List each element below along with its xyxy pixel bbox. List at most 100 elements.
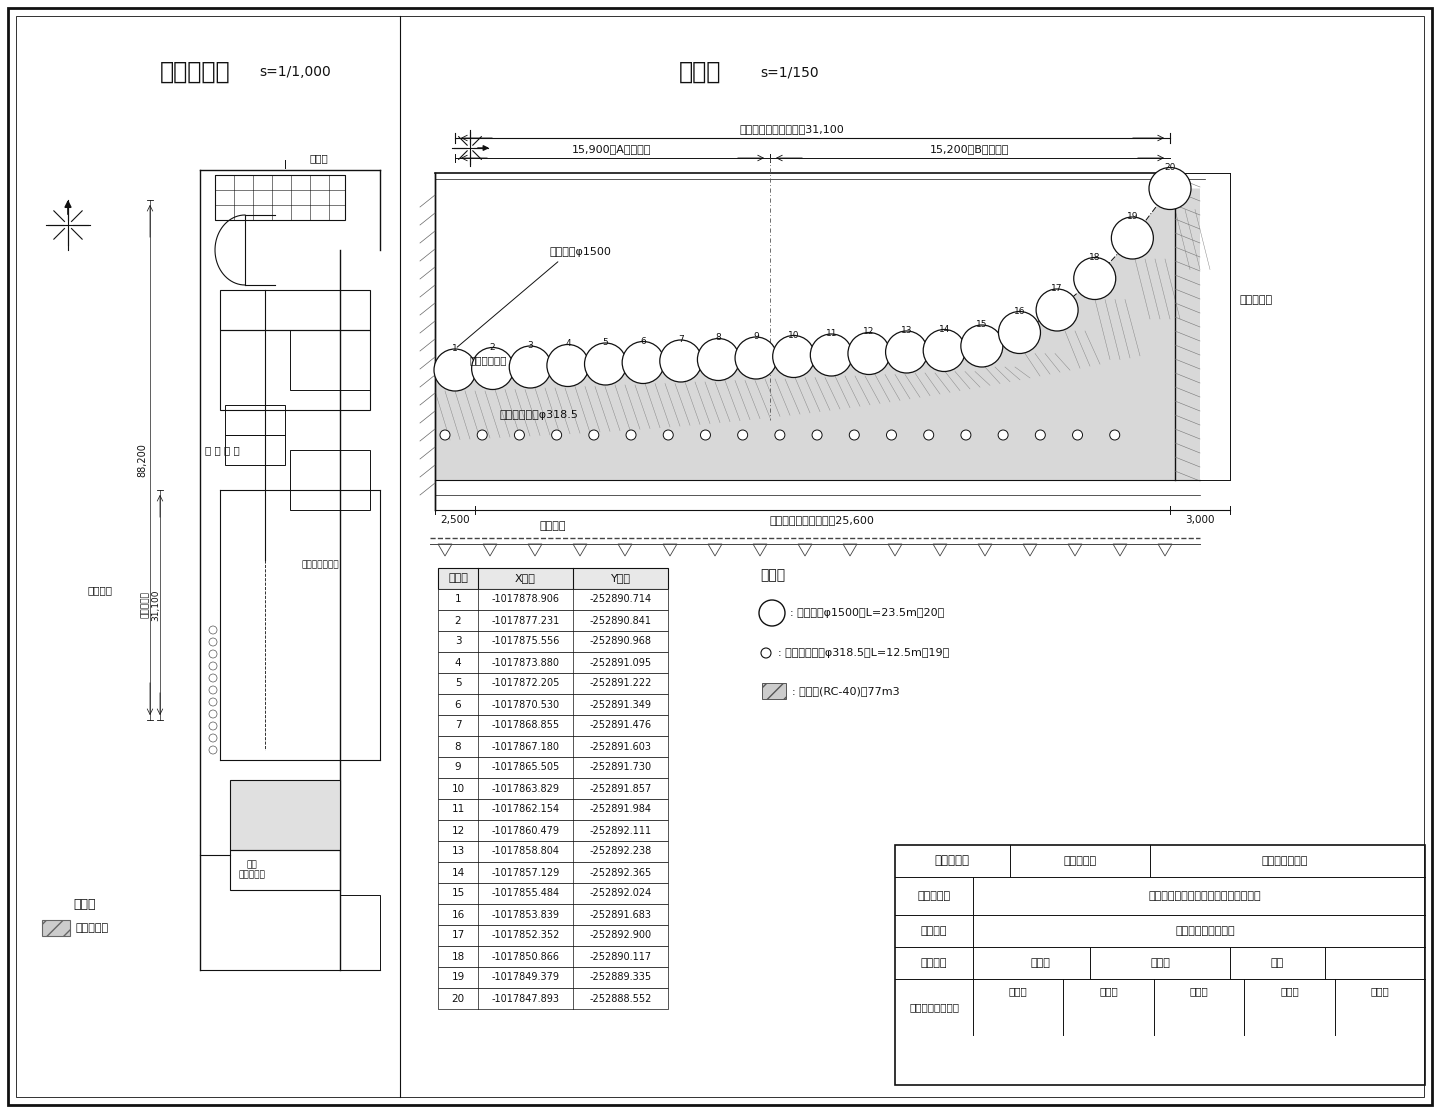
Text: 平面図: 平面図 — [678, 60, 721, 83]
Text: -1017865.505: -1017865.505 — [491, 762, 560, 772]
Bar — [438, 883, 668, 904]
Polygon shape — [888, 544, 901, 556]
Text: 11: 11 — [825, 329, 837, 338]
Text: -252891.730: -252891.730 — [589, 762, 651, 772]
Polygon shape — [573, 544, 588, 556]
Circle shape — [209, 722, 217, 730]
Text: -252892.365: -252892.365 — [589, 867, 652, 877]
Circle shape — [700, 430, 710, 440]
Text: X座標: X座標 — [516, 573, 536, 583]
Bar — [230, 850, 340, 890]
Text: 15,200（B断面部）: 15,200（B断面部） — [930, 144, 1009, 154]
Text: 8: 8 — [455, 741, 461, 751]
Polygon shape — [842, 544, 857, 556]
Text: 凡　例: 凡 例 — [73, 898, 96, 912]
Text: 担当課・所: 担当課・所 — [1063, 856, 1097, 866]
Text: 9: 9 — [455, 762, 461, 772]
Text: -252889.335: -252889.335 — [589, 973, 651, 983]
Text: 縮　尺: 縮 尺 — [1151, 958, 1169, 968]
Text: -252891.476: -252891.476 — [589, 720, 651, 730]
Bar — [438, 652, 668, 673]
Text: 裏込工（裏込材投入）25,600: 裏込工（裏込材投入）25,600 — [769, 515, 874, 525]
Text: 小口径鋼管　φ318.5: 小口径鋼管 φ318.5 — [500, 410, 579, 420]
Text: -252890.968: -252890.968 — [589, 637, 651, 647]
Bar — [225, 435, 285, 465]
Text: 捨石
（施工済）: 捨石 （施工済） — [239, 860, 265, 879]
Text: 一般平面図: 一般平面図 — [160, 60, 230, 83]
Text: -252890.841: -252890.841 — [589, 615, 651, 626]
Text: 19: 19 — [451, 973, 465, 983]
Bar — [438, 925, 668, 946]
Text: -1017860.479: -1017860.479 — [491, 826, 560, 836]
Circle shape — [433, 349, 477, 391]
Bar — [438, 695, 668, 715]
Bar — [225, 405, 285, 435]
Text: -252892.111: -252892.111 — [589, 826, 651, 836]
Text: -1017853.839: -1017853.839 — [491, 909, 560, 919]
Bar — [438, 778, 668, 799]
Bar — [438, 861, 668, 883]
Polygon shape — [933, 544, 948, 556]
Bar — [438, 799, 668, 820]
Text: 名古屋港: 名古屋港 — [88, 585, 112, 595]
Circle shape — [547, 345, 589, 386]
Text: -1017855.484: -1017855.484 — [491, 888, 560, 898]
Circle shape — [664, 430, 674, 440]
Circle shape — [811, 334, 852, 376]
Polygon shape — [1113, 544, 1128, 556]
Circle shape — [622, 342, 664, 384]
Text: 株式会社アビゾ: 株式会社アビゾ — [301, 561, 338, 570]
Bar — [438, 610, 668, 631]
Text: 3: 3 — [455, 637, 461, 647]
Bar — [220, 329, 370, 410]
Text: 所　長: 所 長 — [1009, 986, 1028, 996]
Text: -1017878.906: -1017878.906 — [491, 594, 560, 604]
Circle shape — [209, 674, 217, 682]
Circle shape — [737, 430, 747, 440]
Bar — [340, 895, 380, 971]
Bar — [220, 290, 370, 329]
Text: 鋼管杭中心線: 鋼管杭中心線 — [469, 355, 507, 365]
Bar — [438, 904, 668, 925]
Text: 大江川: 大江川 — [310, 152, 328, 162]
Bar — [438, 988, 668, 1009]
Bar — [438, 673, 668, 695]
Text: -1017858.804: -1017858.804 — [491, 847, 560, 857]
Text: -1017870.530: -1017870.530 — [491, 699, 560, 709]
Bar — [438, 967, 668, 988]
Circle shape — [472, 347, 514, 390]
Text: 11: 11 — [451, 805, 465, 815]
Circle shape — [697, 338, 739, 381]
Text: -252891.349: -252891.349 — [589, 699, 651, 709]
Text: 10: 10 — [451, 784, 465, 794]
Text: -1017862.154: -1017862.154 — [491, 805, 560, 815]
Text: -1017872.205: -1017872.205 — [491, 679, 560, 689]
Text: 担　当: 担 当 — [1371, 986, 1390, 996]
Text: -252891.095: -252891.095 — [589, 658, 651, 668]
Text: 鋼管杭　φ1500: 鋼管杭 φ1500 — [550, 247, 612, 257]
Text: -252890.117: -252890.117 — [589, 952, 651, 962]
Text: 18: 18 — [451, 952, 465, 962]
Text: 15: 15 — [451, 888, 465, 898]
Text: 7: 7 — [678, 335, 684, 344]
Polygon shape — [798, 544, 812, 556]
Bar — [896, 845, 1426, 1085]
Circle shape — [514, 430, 524, 440]
Text: ４－２: ４－２ — [1030, 958, 1050, 968]
Circle shape — [209, 662, 217, 670]
Bar — [438, 715, 668, 736]
Text: : 裏込材(RC-40)　77m3: : 裏込材(RC-40) 77m3 — [792, 686, 900, 696]
Text: Y座標: Y座標 — [611, 573, 631, 583]
Text: 7: 7 — [455, 720, 461, 730]
Text: -252891.683: -252891.683 — [589, 909, 651, 919]
Circle shape — [998, 312, 1041, 354]
Text: 官民境界: 官民境界 — [540, 521, 566, 531]
Text: -252891.857: -252891.857 — [589, 784, 652, 794]
Text: -1017849.379: -1017849.379 — [491, 973, 560, 983]
Text: 既設被覆石: 既設被覆石 — [1240, 295, 1273, 305]
Text: 係　長: 係 長 — [1189, 986, 1208, 996]
Circle shape — [887, 430, 897, 440]
Text: 17: 17 — [451, 930, 465, 940]
Bar — [289, 329, 370, 390]
Text: 15: 15 — [976, 321, 988, 329]
